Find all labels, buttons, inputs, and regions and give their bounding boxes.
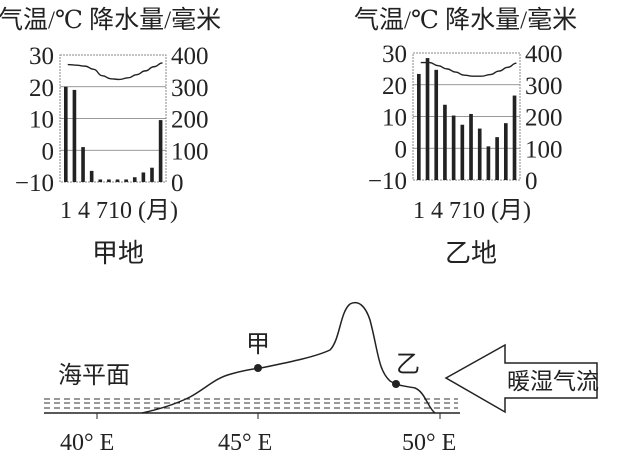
temp-tick-label: 10 xyxy=(29,107,54,134)
precip-bar-month-2 xyxy=(72,89,77,182)
temperature-line xyxy=(67,62,163,81)
chart-yi-xticks: 1 4 710 (月) xyxy=(413,198,531,224)
airflow-arrow-icon xyxy=(444,343,598,414)
precip-bar-month-5 xyxy=(451,115,456,180)
precip-bar-month-10 xyxy=(141,172,146,182)
temperature-line xyxy=(420,61,517,77)
terrain-line xyxy=(141,301,436,414)
precip-bar-month-1 xyxy=(64,86,68,182)
precip-bar-month-8 xyxy=(477,128,482,180)
precip-tick-label: 200 xyxy=(525,105,563,132)
precip-bar-month-8 xyxy=(124,179,128,182)
x-tick-45e: 45° E xyxy=(218,430,272,456)
x-tick-50e: 50° E xyxy=(402,430,456,456)
airflow-label: 暖湿气流 xyxy=(507,369,599,394)
temp-tick-label: 20 xyxy=(29,75,54,102)
precip-bar-month-7 xyxy=(469,113,473,180)
precip-bar-month-4 xyxy=(443,104,447,180)
precip-tick-label: 0 xyxy=(171,170,184,197)
chart-jia-caption: 甲地 xyxy=(92,239,144,268)
precip-tick-label: 100 xyxy=(525,136,563,163)
precip-tick-label: 200 xyxy=(171,107,209,134)
sea-level-label: 海平面 xyxy=(58,362,130,389)
chart-yi: 30 400 20 300 10 200 0 100 −10 0 xyxy=(368,41,563,195)
precip-bar-month-12 xyxy=(512,95,517,180)
point-yi-marker xyxy=(392,380,400,388)
precip-bar-month-3 xyxy=(434,69,439,180)
precip-tick-label: 0 xyxy=(525,168,538,195)
chart-jia-title: 气温/℃ 降水量/毫米 xyxy=(0,6,221,34)
chart-jia: 30 400 20 300 10 200 0 100 −10 0 xyxy=(15,43,209,197)
point-yi-label: 乙 xyxy=(396,352,420,378)
terrain-profile: 甲 乙 海平面 暖湿气流 40° E 45° E 50° E xyxy=(44,301,599,456)
precip-bar-month-11 xyxy=(150,167,154,182)
precip-tick-label: 300 xyxy=(171,75,209,102)
precip-bar-month-10 xyxy=(495,137,499,180)
precip-bar-month-9 xyxy=(486,146,491,180)
temp-tick-label: 30 xyxy=(382,41,407,68)
precip-bar-month-6 xyxy=(460,124,465,180)
precip-bar-month-1 xyxy=(417,73,421,180)
x-tick-40e: 40° E xyxy=(60,430,114,456)
chart-jia-xticks: 1 4 710 (月) xyxy=(60,198,178,224)
point-jia-label: 甲 xyxy=(246,332,270,358)
precip-tick-label: 400 xyxy=(525,41,563,68)
chart-yi-caption: 乙地 xyxy=(445,239,497,268)
precip-bar-month-6 xyxy=(107,179,111,182)
precip-bar-month-5 xyxy=(98,179,103,182)
chart-yi-title: 气温/℃ 降水量/毫米 xyxy=(354,6,577,34)
precip-tick-label: 100 xyxy=(171,138,209,165)
point-jia-marker xyxy=(254,364,262,372)
temp-tick-label: 30 xyxy=(29,43,54,70)
precip-bar-month-12 xyxy=(158,120,163,182)
temp-tick-label: 20 xyxy=(382,73,407,100)
precip-tick-label: 300 xyxy=(525,73,563,100)
precip-tick-label: 400 xyxy=(171,43,209,70)
precip-bar-month-7 xyxy=(115,179,120,182)
temp-tick-label: 0 xyxy=(42,138,55,165)
precip-bar-month-11 xyxy=(503,123,508,180)
temp-tick-label: 10 xyxy=(382,105,407,132)
precip-bar-month-3 xyxy=(81,147,85,182)
precip-bar-month-9 xyxy=(132,177,137,182)
precip-bar-month-4 xyxy=(89,170,94,182)
temp-tick-label: 0 xyxy=(395,136,408,163)
temp-tick-label: −10 xyxy=(15,170,54,197)
precip-bar-month-2 xyxy=(425,58,430,180)
temp-tick-label: −10 xyxy=(368,168,407,195)
